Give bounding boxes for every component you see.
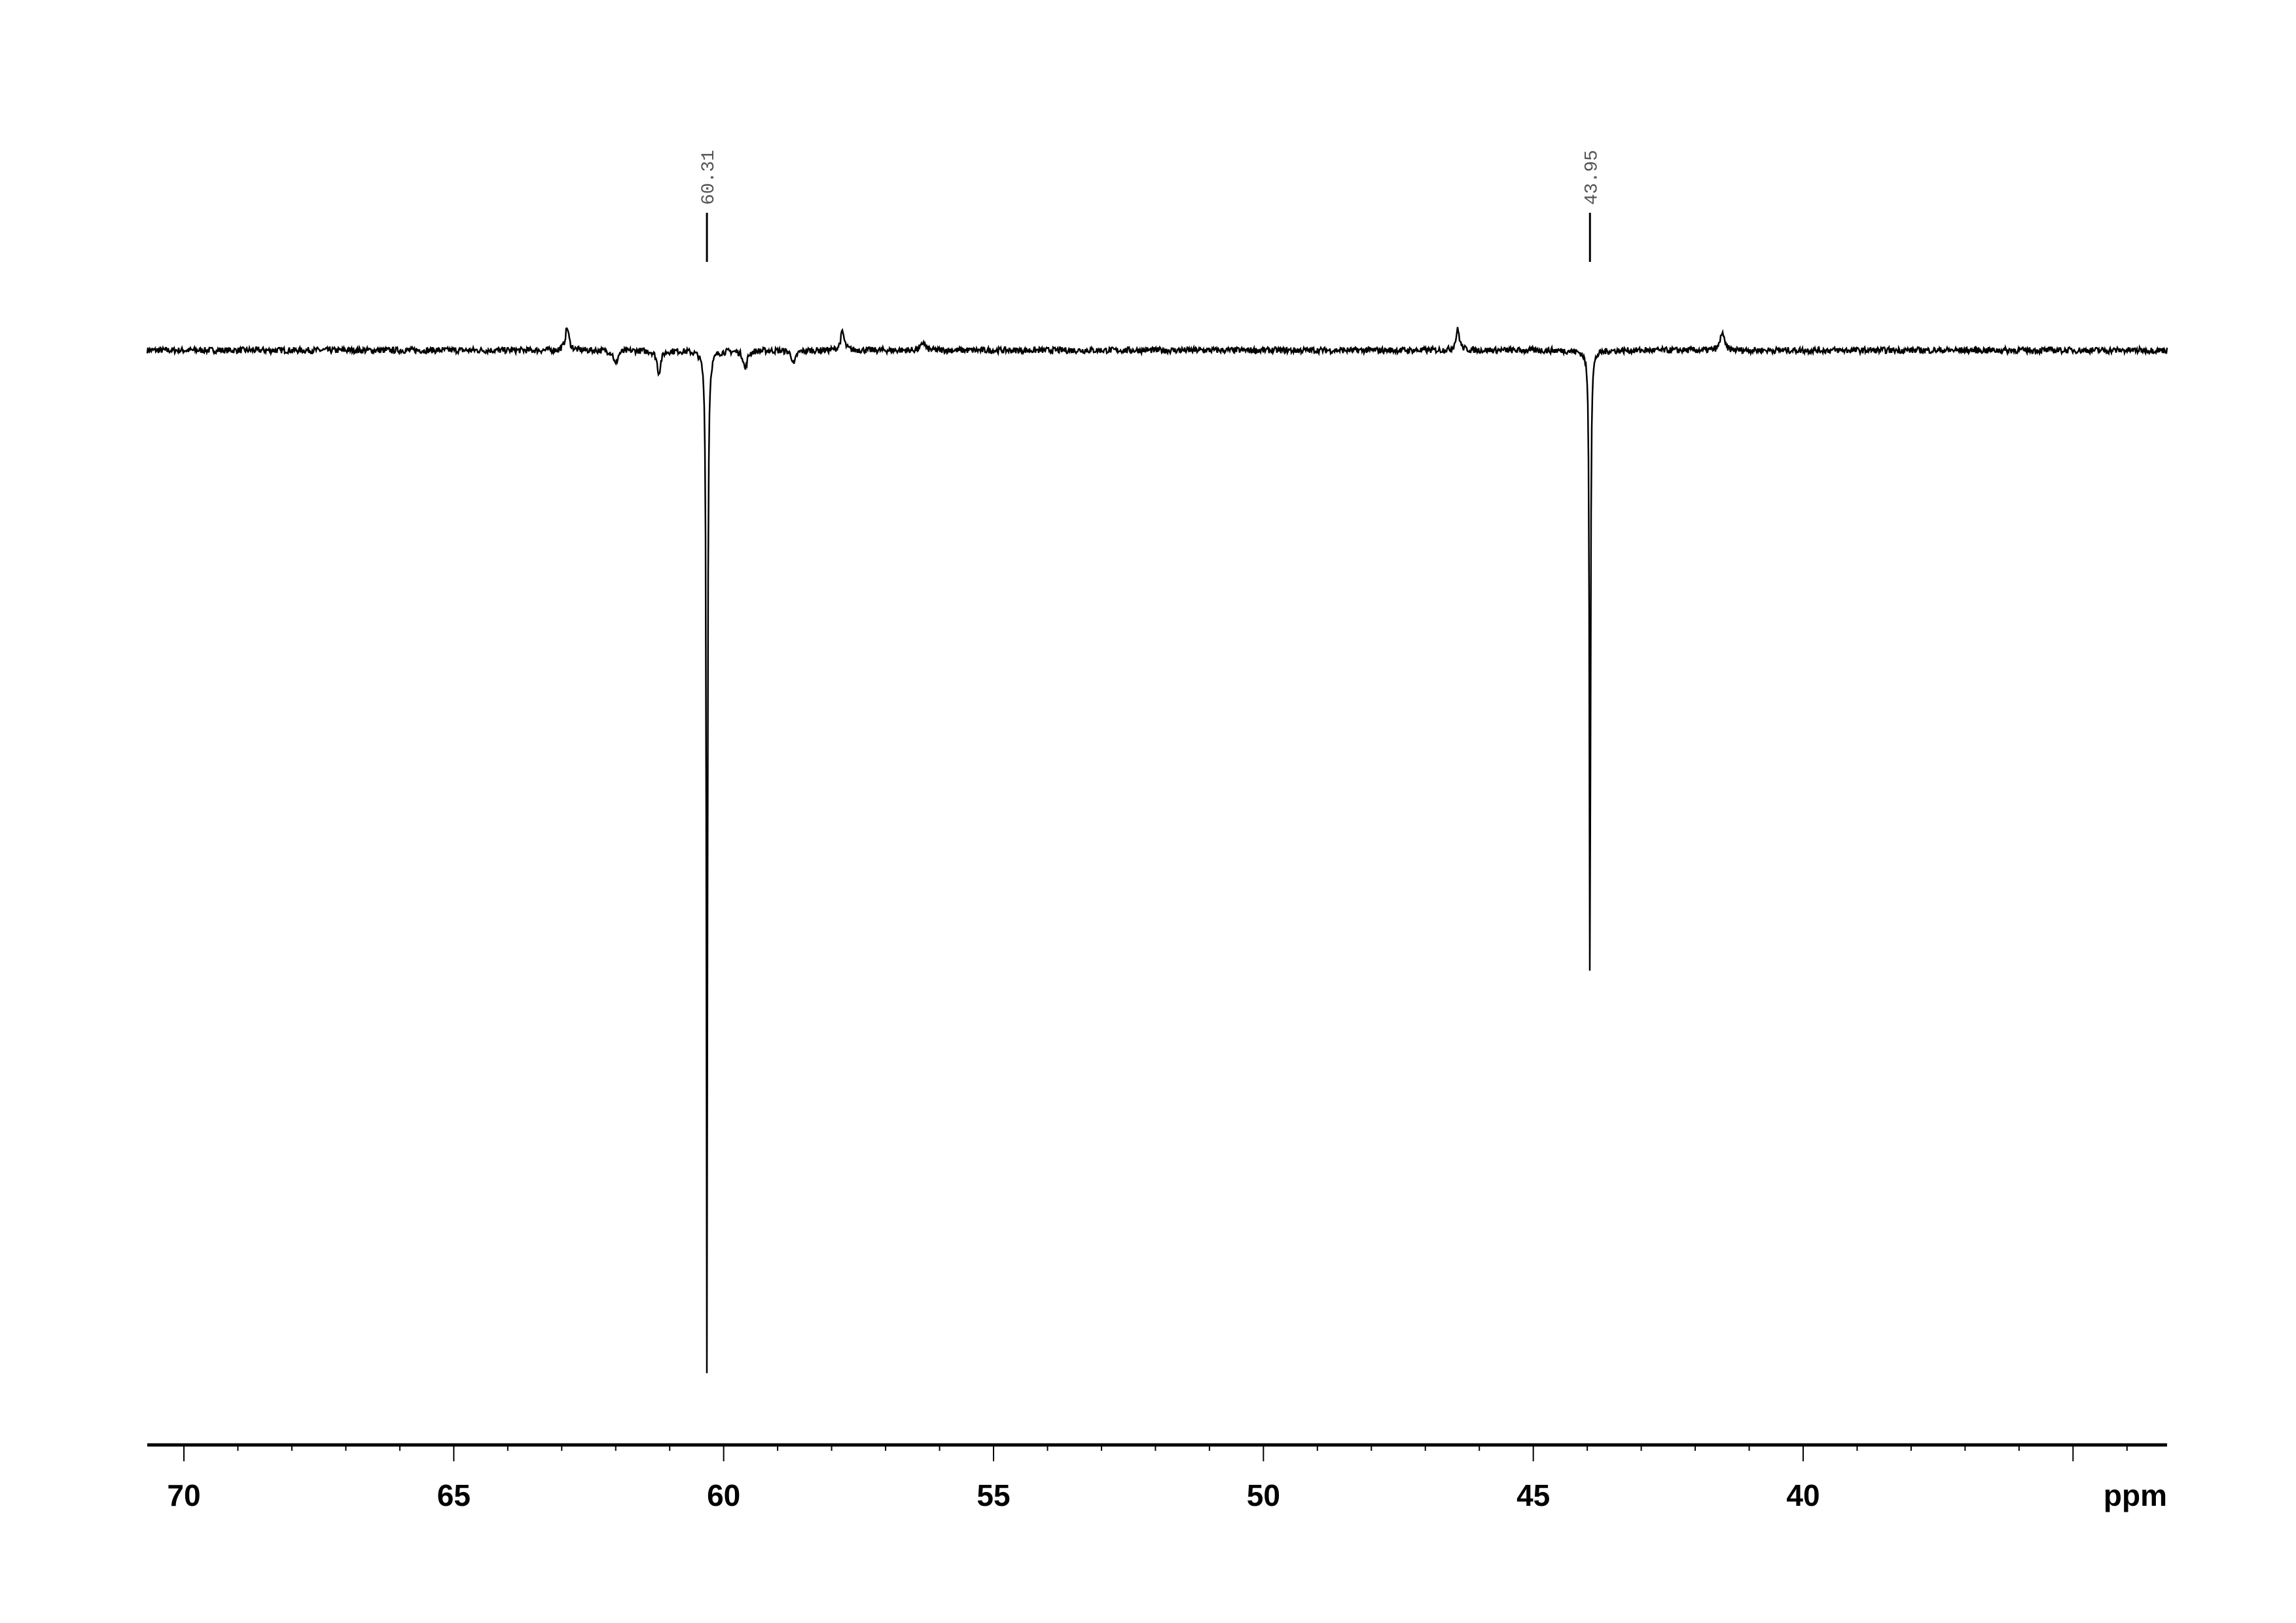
x-tick-label: 60 xyxy=(707,1478,740,1512)
peak-label: 43.95 xyxy=(1582,150,1602,205)
x-tick-label: 40 xyxy=(1786,1478,1820,1512)
spectrum-line xyxy=(146,327,2168,1374)
x-tick-label: 70 xyxy=(167,1478,200,1512)
x-axis-label: ppm xyxy=(2104,1478,2167,1512)
x-tick-label: 50 xyxy=(1247,1478,1280,1512)
x-tick-label: 55 xyxy=(977,1478,1010,1512)
x-tick-label: 65 xyxy=(437,1478,471,1512)
x-tick-label: 45 xyxy=(1516,1478,1550,1512)
peak-label: 60.31 xyxy=(699,150,719,205)
